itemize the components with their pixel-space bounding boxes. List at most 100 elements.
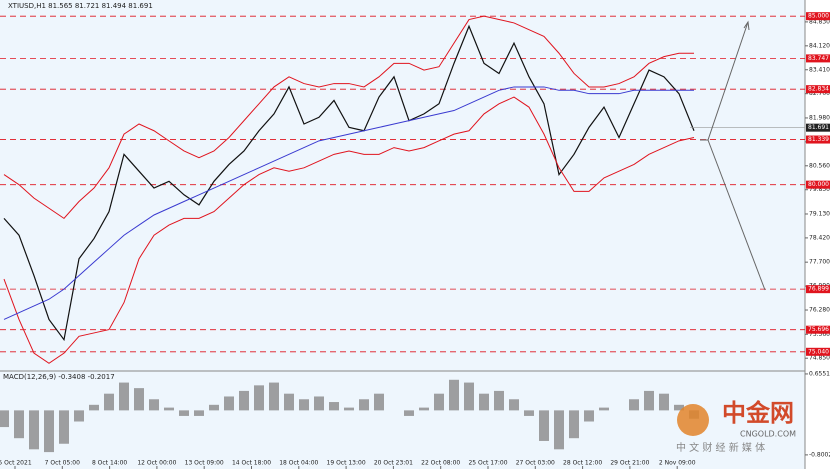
macd-bar <box>569 410 579 439</box>
macd-bar <box>74 410 84 422</box>
price-line <box>3 24 695 342</box>
level-tag <box>806 135 830 144</box>
macd-bar <box>674 404 684 411</box>
level-tag <box>806 85 830 94</box>
macd-bar <box>479 393 489 411</box>
level-label: 76.899 <box>808 286 829 293</box>
x-tick-label: 29 Oct 21:00 <box>610 460 649 467</box>
y-tick-label: 76.280 <box>809 307 830 314</box>
x-tick-label: 18 Oct 04:00 <box>279 460 318 467</box>
y-tick-label: 79.130 <box>809 210 830 217</box>
macd-bar <box>509 399 519 411</box>
watermark-site: CNGOLD.COM <box>740 430 796 439</box>
macd-bar <box>239 390 249 411</box>
level-tag <box>806 12 830 21</box>
y-tick-label: 77.700 <box>809 259 830 266</box>
axis-bg <box>805 0 830 469</box>
macd-bar <box>314 396 324 411</box>
level-label: 75.040 <box>808 348 829 355</box>
x-tick-label: 5 Oct 2021 <box>0 460 32 467</box>
macd-bar <box>524 410 534 416</box>
arrow-head <box>743 20 750 31</box>
x-tick-label: 27 Oct 03:00 <box>516 460 555 467</box>
y-tick-label: 80.560 <box>809 162 830 169</box>
macd-bar <box>179 410 189 416</box>
macd-bar <box>254 385 264 411</box>
level-label: 85.000 <box>808 13 829 20</box>
x-tick-label: 8 Oct 14:00 <box>92 460 127 467</box>
macd-title: MACD(12,26,9) -0.3408 -0.2017 <box>3 373 115 381</box>
macd-bar <box>539 410 549 441</box>
macd-bar <box>194 410 204 416</box>
logo <box>677 404 709 436</box>
y-tick-label: 78.420 <box>809 234 830 241</box>
macd-bar <box>14 410 24 439</box>
macd-bar <box>584 410 594 422</box>
y-tick-label: 84.830 <box>809 18 830 25</box>
x-tick-label: 2 Nov 09:00 <box>659 460 696 467</box>
x-tick-label: 7 Oct 05:00 <box>45 460 80 467</box>
x-tick-label: 19 Oct 13:00 <box>327 460 366 467</box>
macd-bar <box>29 410 39 450</box>
macd-tick-label: 0.6551 <box>809 370 830 377</box>
level-label: 80.000 <box>808 181 829 188</box>
y-tick-label: 82.700 <box>809 90 830 97</box>
indicator-line <box>3 96 695 364</box>
projection-down <box>707 139 766 291</box>
y-tick-label: 74.850 <box>809 355 830 362</box>
level-tag <box>806 180 830 189</box>
macd-bar <box>119 382 129 411</box>
x-tick-label: 22 Oct 08:00 <box>421 460 460 467</box>
chart-title: XTIUSD,H1 81.565 81.721 81.494 81.691 <box>8 2 153 10</box>
level-label: 82.834 <box>808 86 829 93</box>
macd-bar <box>494 390 504 411</box>
macd-bar <box>209 404 219 411</box>
watermark-slogan: 中 文 财 经 新 媒 体 <box>676 441 765 454</box>
level-label: 75.696 <box>808 326 829 333</box>
macd-tick-label: -0.8002 <box>809 451 830 458</box>
macd-bar <box>659 393 669 411</box>
macd-bar <box>329 402 339 411</box>
macd-bar <box>134 388 144 411</box>
macd-bar <box>599 407 609 411</box>
macd-bar <box>299 399 309 411</box>
macd-bar <box>344 407 354 411</box>
macd-bar <box>464 382 474 411</box>
y-tick-label: 83.410 <box>809 66 830 73</box>
macd-bar <box>224 396 234 411</box>
watermark: 中金网 CNGOLD.COM 中 文 财 经 新 媒 体 <box>676 399 796 454</box>
level-label: 81.339 <box>808 136 829 143</box>
macd-bar <box>284 393 294 411</box>
indicator-line <box>3 15 694 220</box>
watermark-name: 中金网 <box>722 399 794 427</box>
macd-bar <box>104 393 114 411</box>
x-tick-label: 28 Oct 12:00 <box>563 460 602 467</box>
x-tick-label: 20 Oct 23:01 <box>374 460 413 467</box>
x-tick-label: 13 Oct 09:00 <box>185 460 224 467</box>
current-price-label: 81.691 <box>808 124 829 131</box>
macd-bar <box>404 410 414 416</box>
macd-bar <box>629 399 639 411</box>
macd-bar <box>359 399 369 411</box>
y-tick-label: 84.120 <box>809 42 830 49</box>
macd-bar <box>434 393 444 411</box>
macd-bar <box>89 404 99 411</box>
macd-bar <box>449 379 459 411</box>
macd-bar <box>164 407 174 411</box>
level-tag <box>806 347 830 356</box>
macd-bar <box>644 390 654 411</box>
x-tick-label: 25 Oct 17:00 <box>468 460 507 467</box>
level-label: 83.747 <box>808 55 829 62</box>
y-tick-label: 79.850 <box>809 186 830 193</box>
macd-bar <box>44 410 54 453</box>
level-tag <box>806 325 830 334</box>
x-tick-label: 12 Oct 00:00 <box>137 460 176 467</box>
projection <box>700 20 766 291</box>
y-tick-label: 75.560 <box>809 331 830 338</box>
macd-bar <box>59 410 69 444</box>
macd-bar <box>374 393 384 411</box>
x-tick-label: 14 Oct 18:00 <box>232 460 271 467</box>
macd-bar <box>269 382 279 411</box>
macd-bar <box>419 407 429 411</box>
